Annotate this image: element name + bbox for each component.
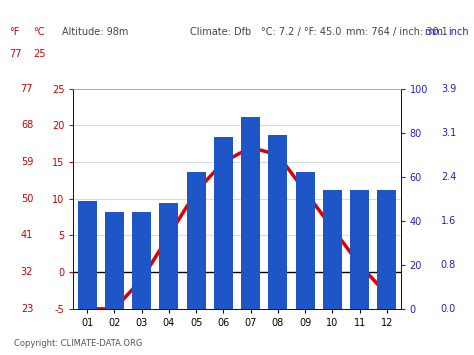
Text: 41: 41 xyxy=(21,230,33,240)
Bar xyxy=(187,173,206,309)
Text: mm: mm xyxy=(424,27,443,37)
Bar xyxy=(241,118,260,309)
Text: 50: 50 xyxy=(21,194,33,204)
Text: mm: 764 / inch: 30.1: mm: 764 / inch: 30.1 xyxy=(346,27,448,37)
Bar xyxy=(105,212,124,309)
Text: Climate: Dfb: Climate: Dfb xyxy=(190,27,251,37)
Text: 0.0: 0.0 xyxy=(441,304,456,314)
Text: °C: 7.2 / °F: 45.0: °C: 7.2 / °F: 45.0 xyxy=(261,27,341,37)
Text: 3.9: 3.9 xyxy=(441,84,456,94)
Text: 0.8: 0.8 xyxy=(441,260,456,270)
Text: °F: °F xyxy=(9,27,20,37)
Text: Altitude: 98m: Altitude: 98m xyxy=(62,27,128,37)
Text: 32: 32 xyxy=(21,267,33,277)
Text: 77: 77 xyxy=(9,49,22,59)
Bar xyxy=(132,212,151,309)
Bar xyxy=(377,190,396,309)
Text: 2.4: 2.4 xyxy=(441,172,456,182)
Bar xyxy=(296,173,315,309)
Text: 59: 59 xyxy=(21,157,33,167)
Text: 23: 23 xyxy=(21,304,33,314)
Text: 77: 77 xyxy=(21,84,33,94)
Text: °C: °C xyxy=(33,27,45,37)
Text: Copyright: CLIMATE-DATA.ORG: Copyright: CLIMATE-DATA.ORG xyxy=(14,339,143,348)
Bar xyxy=(350,190,369,309)
Text: 68: 68 xyxy=(21,120,33,130)
Bar xyxy=(214,137,233,309)
Bar xyxy=(159,203,178,309)
Bar xyxy=(78,201,97,309)
Text: inch: inch xyxy=(448,27,469,37)
Bar xyxy=(268,135,287,309)
Text: 25: 25 xyxy=(33,49,46,59)
Text: 1.6: 1.6 xyxy=(441,216,456,226)
Bar xyxy=(323,190,342,309)
Text: 3.1: 3.1 xyxy=(441,128,456,138)
